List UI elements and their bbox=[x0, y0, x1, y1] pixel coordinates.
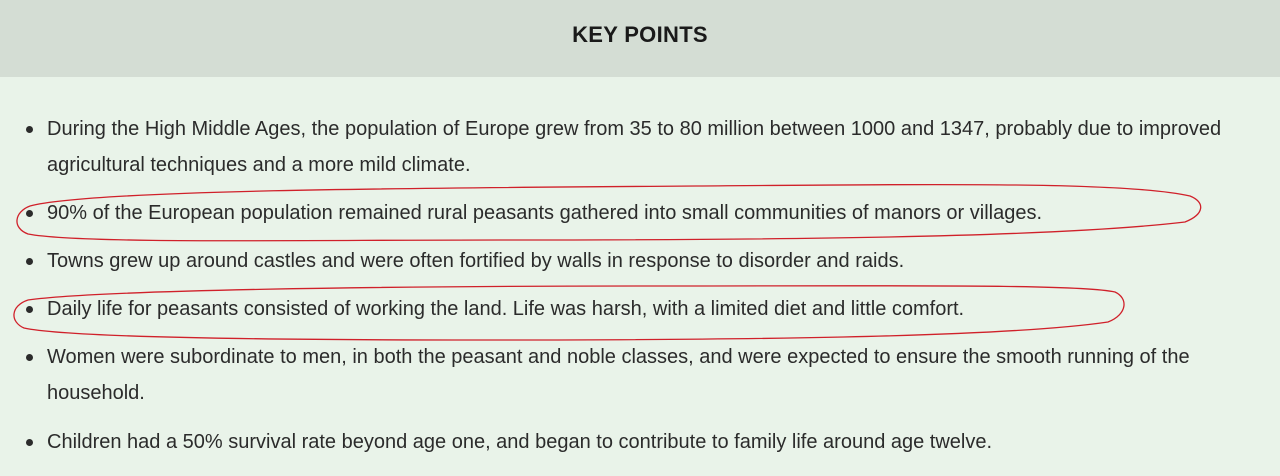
bullet-icon bbox=[26, 126, 33, 133]
bullet-icon bbox=[26, 258, 33, 265]
page-title: KEY POINTS bbox=[572, 21, 708, 47]
list-item-text: Daily life for peasants consisted of wor… bbox=[47, 298, 965, 320]
bullet-icon bbox=[26, 354, 33, 361]
list-item: Daily life for peasants consisted of wor… bbox=[26, 291, 1257, 327]
key-points-header: KEY POINTS bbox=[0, 0, 1280, 77]
list-item-text: During the High Middle Ages, the populat… bbox=[47, 118, 1222, 176]
list-item: 90% of the European population remained … bbox=[26, 195, 1257, 231]
key-points-body: During the High Middle Ages, the populat… bbox=[0, 77, 1280, 476]
list-item: During the High Middle Ages, the populat… bbox=[26, 111, 1257, 183]
list-item: Children had a 50% survival rate beyond … bbox=[26, 424, 1257, 460]
list-item-text: Towns grew up around castles and were of… bbox=[47, 250, 905, 272]
bullet-icon bbox=[26, 439, 33, 446]
list-item-text: 90% of the European population remained … bbox=[47, 202, 1042, 224]
list-item: Towns grew up around castles and were of… bbox=[26, 243, 1257, 279]
list-item-text: Women were subordinate to men, in both t… bbox=[47, 346, 1190, 404]
list-item-text: Children had a 50% survival rate beyond … bbox=[47, 431, 993, 453]
list-item: Women were subordinate to men, in both t… bbox=[26, 339, 1257, 411]
bullet-icon bbox=[26, 210, 33, 217]
bullet-icon bbox=[26, 306, 33, 313]
